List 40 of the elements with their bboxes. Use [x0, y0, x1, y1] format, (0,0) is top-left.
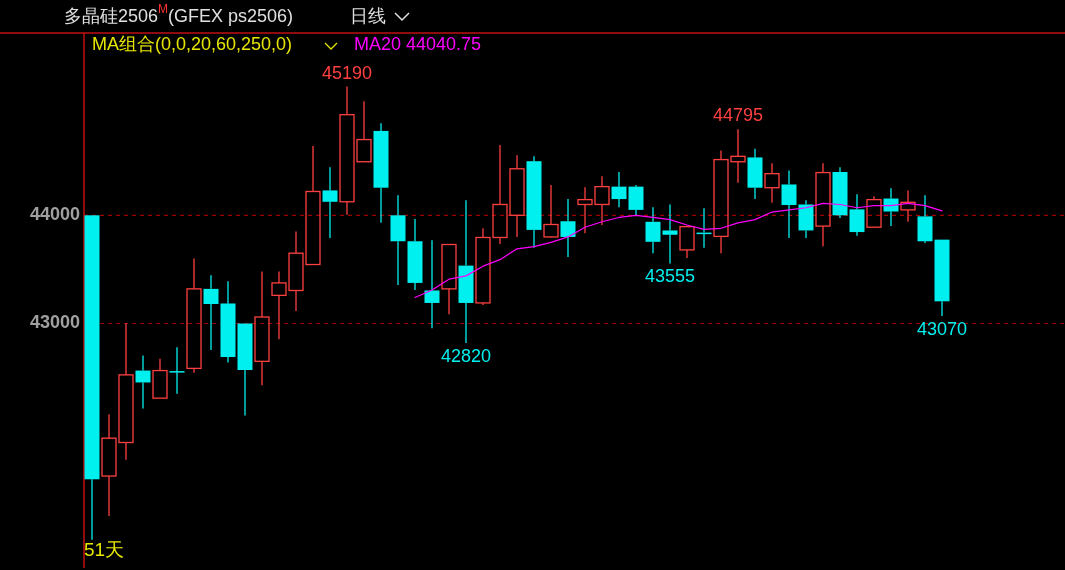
candlestick — [611, 171, 627, 208]
candlestick — [424, 239, 440, 330]
candlestick — [662, 203, 678, 265]
y-tick-label: 44000 — [29, 204, 80, 225]
annotation: 44795 — [712, 105, 764, 126]
candlestick — [390, 194, 406, 286]
candlestick — [832, 166, 848, 219]
candlestick — [645, 206, 661, 254]
candlestick — [135, 354, 151, 410]
candlestick — [917, 194, 933, 244]
candlestick — [220, 280, 236, 364]
candlestick — [560, 198, 576, 258]
candlestick — [458, 199, 474, 344]
chart-title: 多晶硅2506$^{M}$(GFEX ps2506) — [64, 2, 294, 26]
y-tick-label: 43000 — [29, 312, 80, 333]
candlestick — [203, 274, 219, 351]
candlestick — [322, 166, 338, 239]
candlestick — [254, 270, 270, 386]
candlestick — [747, 148, 763, 200]
candlestick — [815, 162, 831, 247]
candlestick — [373, 122, 389, 224]
candlestick — [764, 162, 780, 204]
candlestick — [781, 169, 797, 239]
candlestick — [628, 184, 644, 216]
annotation: 43555 — [644, 266, 696, 287]
annotation: 43070 — [916, 318, 968, 339]
candlestick — [407, 218, 423, 291]
chart-subtitle: 日线 — [350, 5, 386, 26]
candlestick — [186, 257, 202, 374]
candlestick — [900, 189, 916, 223]
annotation: 45190 — [321, 62, 373, 83]
candlestick — [798, 199, 814, 239]
candlestick — [883, 187, 899, 227]
annotation: MA组合(0,0,20,60,250,0) — [92, 33, 293, 54]
candlestick — [169, 346, 185, 395]
candlestick — [849, 193, 865, 237]
text: MA20 44040.75 — [354, 33, 482, 54]
candlestick — [526, 155, 542, 249]
annotation: 42820 — [440, 345, 492, 366]
annotation: 51天 — [84, 539, 125, 561]
